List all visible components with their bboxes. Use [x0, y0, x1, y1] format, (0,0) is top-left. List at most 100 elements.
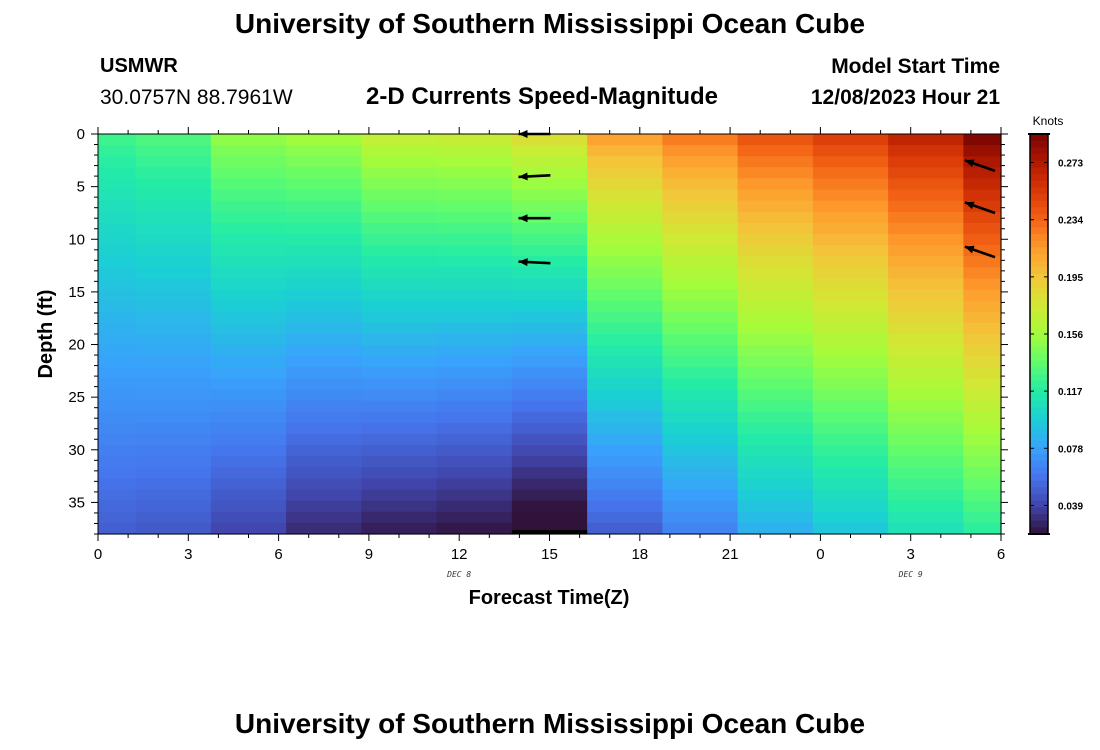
current-arrow-head [518, 258, 528, 267]
heatmap-cell [436, 456, 513, 468]
heatmap-cell [587, 267, 663, 280]
heatmap-cell [812, 145, 889, 157]
heatmap-cell [963, 222, 1002, 235]
heatmap-cell [737, 456, 814, 468]
heatmap-cell [361, 311, 438, 324]
heatmap-cell [98, 178, 137, 191]
heatmap-cell [361, 189, 438, 202]
heatmap-cell [98, 278, 137, 291]
heatmap-cell [587, 356, 663, 368]
heatmap-cell [436, 478, 513, 491]
heatmap-cell [361, 322, 438, 335]
heatmap-cell [963, 134, 1002, 146]
y-tick-label: 20 [68, 337, 85, 354]
heatmap-cell [587, 334, 663, 346]
heatmap-cell [361, 289, 438, 302]
heatmap-cell [587, 156, 663, 168]
heatmap-cell [888, 189, 964, 202]
heatmap-cell [511, 356, 588, 368]
heatmap-cell [135, 400, 212, 413]
heatmap-cell [963, 489, 1002, 502]
heatmap-cell [361, 467, 438, 480]
heatmap-cell [963, 345, 1002, 357]
heatmap-cell [511, 378, 588, 391]
heatmap-cell [511, 300, 588, 313]
heatmap-cell [361, 156, 438, 168]
heatmap-cell [737, 256, 814, 268]
heatmap-cell [812, 167, 889, 180]
heatmap-cell [963, 245, 1002, 257]
heatmap-cell [888, 134, 964, 146]
heatmap-cell [587, 178, 663, 191]
heatmap-cell [662, 222, 739, 235]
heatmap-cell [888, 411, 964, 424]
heatmap-cell [737, 145, 814, 157]
heatmap-cell [888, 422, 964, 435]
heatmap-cell [436, 278, 513, 291]
current-arrow-head [518, 172, 528, 181]
heatmap-cell [98, 478, 137, 491]
heatmap-cell [737, 411, 814, 424]
heatmap-cell [286, 256, 362, 268]
colorbar-segment [1030, 440, 1048, 448]
heatmap-cell [135, 245, 212, 257]
heatmap-cell [436, 189, 513, 202]
heatmap-cell [135, 189, 212, 202]
colorbar-segment [1030, 374, 1048, 382]
heatmap-cell [436, 334, 513, 346]
heatmap-cell [436, 245, 513, 257]
heatmap-cell [286, 167, 362, 180]
heatmap-cell [587, 445, 663, 457]
colorbar-segment [1030, 507, 1048, 515]
heatmap-cell [812, 445, 889, 457]
heatmap-cell [662, 167, 739, 180]
heatmap-cell [737, 378, 814, 391]
colorbar-segment [1030, 220, 1048, 228]
heatmap-cell [963, 500, 1002, 513]
heatmap-cell [210, 289, 287, 302]
heatmap-cell [812, 211, 889, 224]
heatmap-cell [963, 478, 1002, 491]
heatmap-cell [511, 289, 588, 302]
heatmap-cell [210, 156, 287, 168]
heatmap-cell [662, 411, 739, 424]
heatmap-cell [888, 300, 964, 313]
bottom-bar [511, 530, 588, 534]
colorbar-segment [1030, 327, 1048, 335]
heatmap-cell [98, 445, 137, 457]
heatmap-cell [286, 145, 362, 157]
heatmap-cell [587, 222, 663, 235]
heatmap-cell [361, 145, 438, 157]
heatmap-cell [436, 422, 513, 435]
heatmap-cell [361, 522, 438, 535]
heatmap-cell [511, 434, 588, 446]
heatmap-cell [436, 145, 513, 157]
colorbar-segment [1030, 247, 1048, 255]
heatmap-cell [812, 389, 889, 402]
heatmap-cell [135, 467, 212, 480]
heatmap-cell [210, 211, 287, 224]
heatmap-cell [662, 245, 739, 257]
colorbar-segment [1030, 500, 1048, 508]
heatmap-cell [963, 456, 1002, 468]
heatmap-cell [210, 500, 287, 513]
heatmap-cell [511, 467, 588, 480]
heatmap-cell [963, 278, 1002, 291]
heatmap-cell [135, 211, 212, 224]
heatmap-cell [361, 167, 438, 180]
heatmap-cell [963, 200, 1002, 213]
heatmap-cell [662, 278, 739, 291]
heatmap-cell [135, 522, 212, 535]
heatmap-cell [587, 322, 663, 335]
heatmap-cell [812, 456, 889, 468]
heatmap-cell [135, 334, 212, 346]
heatmap-cell [662, 378, 739, 391]
heatmap-cell [888, 278, 964, 291]
heatmap-cell [135, 278, 212, 291]
heatmap-cell [963, 189, 1002, 202]
x-tick-label: 9 [365, 546, 373, 563]
heatmap-cell [210, 400, 287, 413]
colorbar-segment [1030, 300, 1048, 308]
current-arrow [964, 159, 996, 173]
